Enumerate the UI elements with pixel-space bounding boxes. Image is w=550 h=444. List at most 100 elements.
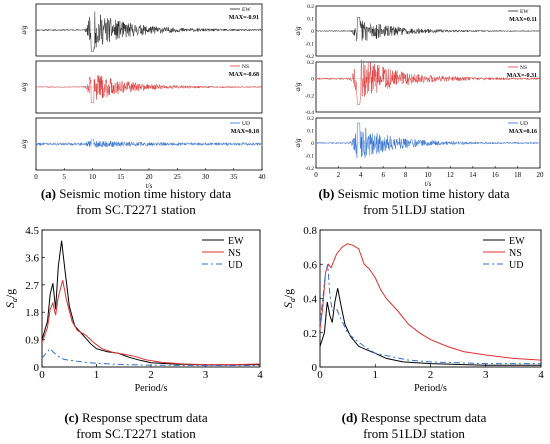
chart-c-xtick-3: 3 [203, 369, 209, 381]
chart-d-series-EW [319, 288, 541, 366]
chart-b-panel-EW-ytick-4: -0.2 [305, 54, 314, 60]
chart-b-panel-EW-ytick-1: 0.1 [307, 17, 314, 23]
chart-a-panel-EW-legend-label: EW [242, 7, 251, 13]
chart-b-panel-NS-frame [315, 61, 541, 113]
chart-a-panel-UD-legend-label: UD [242, 121, 250, 127]
caption-b-line1: Seismic motion time history data [337, 186, 510, 201]
chart-b-xtick-10: 20 [537, 171, 545, 179]
chart-d-xtick-0: 0 [317, 369, 323, 381]
chart-b-panel-NS-legend-label: NS [520, 65, 527, 71]
chart-a-panel-EW-ylabel: a/g [20, 25, 28, 34]
chart-a-panel-UD-annotation: MAX=0.18 [231, 129, 259, 135]
caption-c-line2: from SC.T2271 station [76, 426, 196, 441]
chart-b-series-NS [315, 59, 541, 105]
caption-a: (a) Seismic motion time history data fro… [2, 186, 270, 218]
chart-c-ytick-2: 1.8 [25, 307, 39, 319]
chart-c-series-UD [41, 347, 260, 366]
chart-c-xtick-0: 0 [39, 369, 45, 381]
chart-c-xtick-2: 2 [148, 369, 154, 381]
chart-a-xtick-0: 0 [34, 173, 38, 181]
chart-b-xtick-6: 12 [447, 171, 455, 179]
chart-b-panel-EW-ytick-3: -0.1 [305, 42, 314, 48]
chart-b-xlabel: t/s [425, 180, 432, 188]
chart-a-xtick-5: 25 [174, 173, 182, 181]
chart-b-xtick-3: 6 [381, 171, 385, 179]
chart-d-ytick-3: 0.6 [303, 259, 317, 271]
chart-c-legend-label-UD: UD [228, 260, 242, 271]
chart-a-xtick-8: 40 [259, 173, 267, 181]
chart-b-panel-UD-ylabel: a/g [294, 138, 302, 147]
chart-b-time-history: 0.20.10-0.1-0.2a/gEWMAX=0.110.20-0.2-0.4… [294, 4, 544, 188]
caption-c: (c) Response spectrum data from SC.T2271… [2, 410, 270, 442]
chart-c-xtick-4: 4 [257, 369, 263, 381]
chart-b-panel-UD-ytick-3: -0.1 [305, 154, 314, 160]
chart-b-xtick-7: 14 [469, 171, 477, 179]
chart-d-xtick-1: 1 [373, 369, 379, 381]
chart-d-frame [319, 229, 542, 368]
chart-c-ytick-0: 0 [34, 362, 40, 374]
chart-d-ytick-0: 0 [312, 362, 318, 374]
chart-a-panel-NS-ylabel: a/g [20, 82, 28, 91]
chart-d-xtick-4: 4 [538, 369, 544, 381]
chart-a-xtick-3: 15 [117, 173, 125, 181]
chart-b-panel-NS-ylabel: a/g [294, 82, 302, 91]
chart-c-legend-label-EW: EW [228, 236, 244, 247]
chart-d-legend-label-UD: UD [509, 260, 523, 271]
caption-a-label: (a) [40, 186, 57, 201]
chart-a-panel-NS-legend-label: NS [242, 64, 249, 70]
chart-a-series-EW [35, 11, 263, 52]
chart-c-series-EW [41, 240, 261, 366]
chart-b-panel-EW-ylabel: a/g [294, 26, 302, 35]
caption-d-label: (d) [341, 410, 358, 425]
chart-b-panel-NS-ytick-0: 0.2 [307, 60, 314, 66]
chart-b-panel-UD-annotation: MAX=0.16 [509, 129, 537, 135]
caption-a-line1: Seismic motion time history data [59, 186, 232, 201]
caption-d-line1: Response spectrum data [360, 410, 487, 425]
chart-c-series-NS [41, 280, 261, 366]
chart-c-ytick-5: 4.5 [25, 225, 39, 237]
chart-d-legend-label-EW: EW [509, 236, 525, 247]
chart-d-series-NS [319, 243, 542, 361]
chart-a-xtick-2: 10 [89, 173, 97, 181]
chart-a-xtick-4: 20 [146, 173, 154, 181]
chart-b-panel-UD-ytick-2: 0 [311, 141, 314, 147]
chart-b-xtick-0: 0 [314, 171, 318, 179]
chart-b-xtick-9: 18 [514, 171, 522, 179]
chart-b-xtick-2: 4 [359, 171, 363, 179]
chart-a-series-NS [35, 75, 263, 104]
caption-b-line2: from 51LDJ station [363, 202, 465, 217]
caption-c-line1: Response spectrum data [82, 410, 208, 425]
chart-a-xtick-7: 35 [230, 173, 238, 181]
chart-b-panel-UD-ytick-4: -0.2 [305, 166, 314, 172]
chart-b-panel-UD-ytick-0: 0.2 [307, 116, 314, 122]
chart-a-panel-EW-annotation: MAX=-0.91 [229, 15, 259, 21]
chart-b-xtick-8: 16 [492, 171, 500, 179]
chart-c-xtick-1: 1 [94, 369, 100, 381]
caption-b-label: (b) [318, 186, 335, 201]
chart-b-panel-NS-ytick-1: 0 [311, 77, 314, 83]
caption-c-label: (c) [64, 410, 79, 425]
caption-d-line2: from 51LDJ station [363, 426, 465, 441]
chart-b-panel-EW-ytick-0: 0.2 [307, 4, 314, 10]
chart-c-legend-label-NS: NS [228, 248, 241, 259]
chart-b-xtick-4: 8 [404, 171, 408, 179]
chart-d-legend-label-NS: NS [509, 248, 522, 259]
chart-b-xtick-5: 10 [425, 171, 433, 179]
chart-d-xtick-3: 3 [483, 369, 489, 381]
chart-d-ytick-4: 0.8 [303, 225, 317, 237]
chart-b-series-UD [315, 122, 541, 159]
caption-b: (b) Seismic motion time history data fro… [280, 186, 548, 218]
chart-b-panel-EW-annotation: MAX=0.11 [509, 17, 537, 23]
caption-d: (d) Response spectrum data from 51LDJ st… [280, 410, 548, 442]
chart-a-series-UD [35, 139, 263, 149]
chart-b-series-EW [315, 17, 541, 41]
chart-c-ytick-4: 3.6 [25, 252, 39, 264]
caption-a-line2: from SC.T2271 station [76, 202, 196, 217]
chart-c-ytick-3: 2.7 [25, 280, 39, 292]
chart-c-xlabel: Period/s [135, 383, 168, 394]
chart-d-series-UD [319, 264, 541, 365]
chart-d-xtick-2: 2 [428, 369, 434, 381]
